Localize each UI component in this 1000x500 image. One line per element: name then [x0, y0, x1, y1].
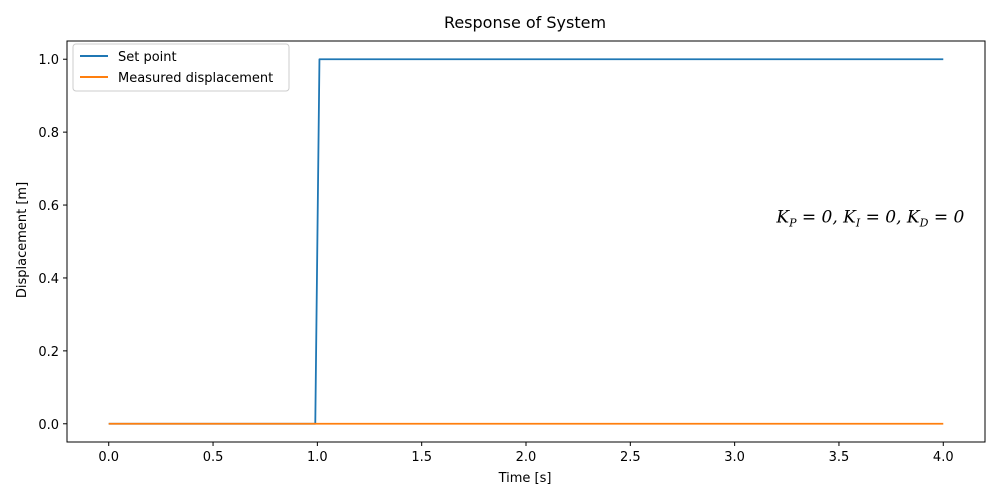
series-lines — [108, 58, 944, 425]
legend: Set point Measured displacement — [72, 43, 290, 92]
x-tick-label: 2.5 — [620, 450, 641, 465]
chart-title: Response of System — [444, 13, 606, 32]
x-tick-label: 1.5 — [411, 450, 432, 465]
x-tick-label: 4.0 — [933, 450, 954, 465]
y-axis-label: Displacement [m] — [15, 182, 30, 298]
legend-label-set-point: Set point — [118, 50, 177, 65]
plot-area: 0.0 0.5 1.0 1.5 2.0 2.5 3.0 3.5 4.0 0.0 0.2 0.4 0.6… — [38, 40, 986, 465]
y-tick-label: 0.0 — [38, 418, 59, 433]
y-tick-label: 0.6 — [38, 199, 59, 214]
kd-value: 0 — [954, 208, 965, 228]
x-tick-label: 2.0 — [516, 450, 537, 465]
x-tick-label: 0.5 — [203, 450, 224, 465]
y-tick-label: 0.4 — [38, 272, 59, 287]
x-tick-label: 3.0 — [724, 450, 745, 465]
y-tick-label: 1.0 — [38, 53, 59, 68]
x-axis-label: Time [s] — [498, 471, 552, 486]
y-tick-label: 0.2 — [38, 345, 59, 360]
y-axis-ticks: 0.0 0.2 0.4 0.6 0.8 1.0 — [38, 53, 67, 433]
x-axis-ticks: 0.0 0.5 1.0 1.5 2.0 2.5 3.0 3.5 4.0 — [98, 442, 954, 465]
y-tick-label: 0.8 — [38, 126, 59, 141]
legend-box — [72, 43, 290, 92]
x-tick-label: 1.0 — [307, 450, 328, 465]
ki-value: 0 — [885, 208, 896, 228]
kp-value: 0 — [822, 208, 833, 228]
x-tick-label: 3.5 — [829, 450, 850, 465]
gain-annotation: KP = 0, KI = 0, KD = 0 — [775, 208, 964, 230]
x-tick-label: 0.0 — [98, 450, 119, 465]
legend-label-measured-displacement: Measured displacement — [118, 71, 273, 86]
